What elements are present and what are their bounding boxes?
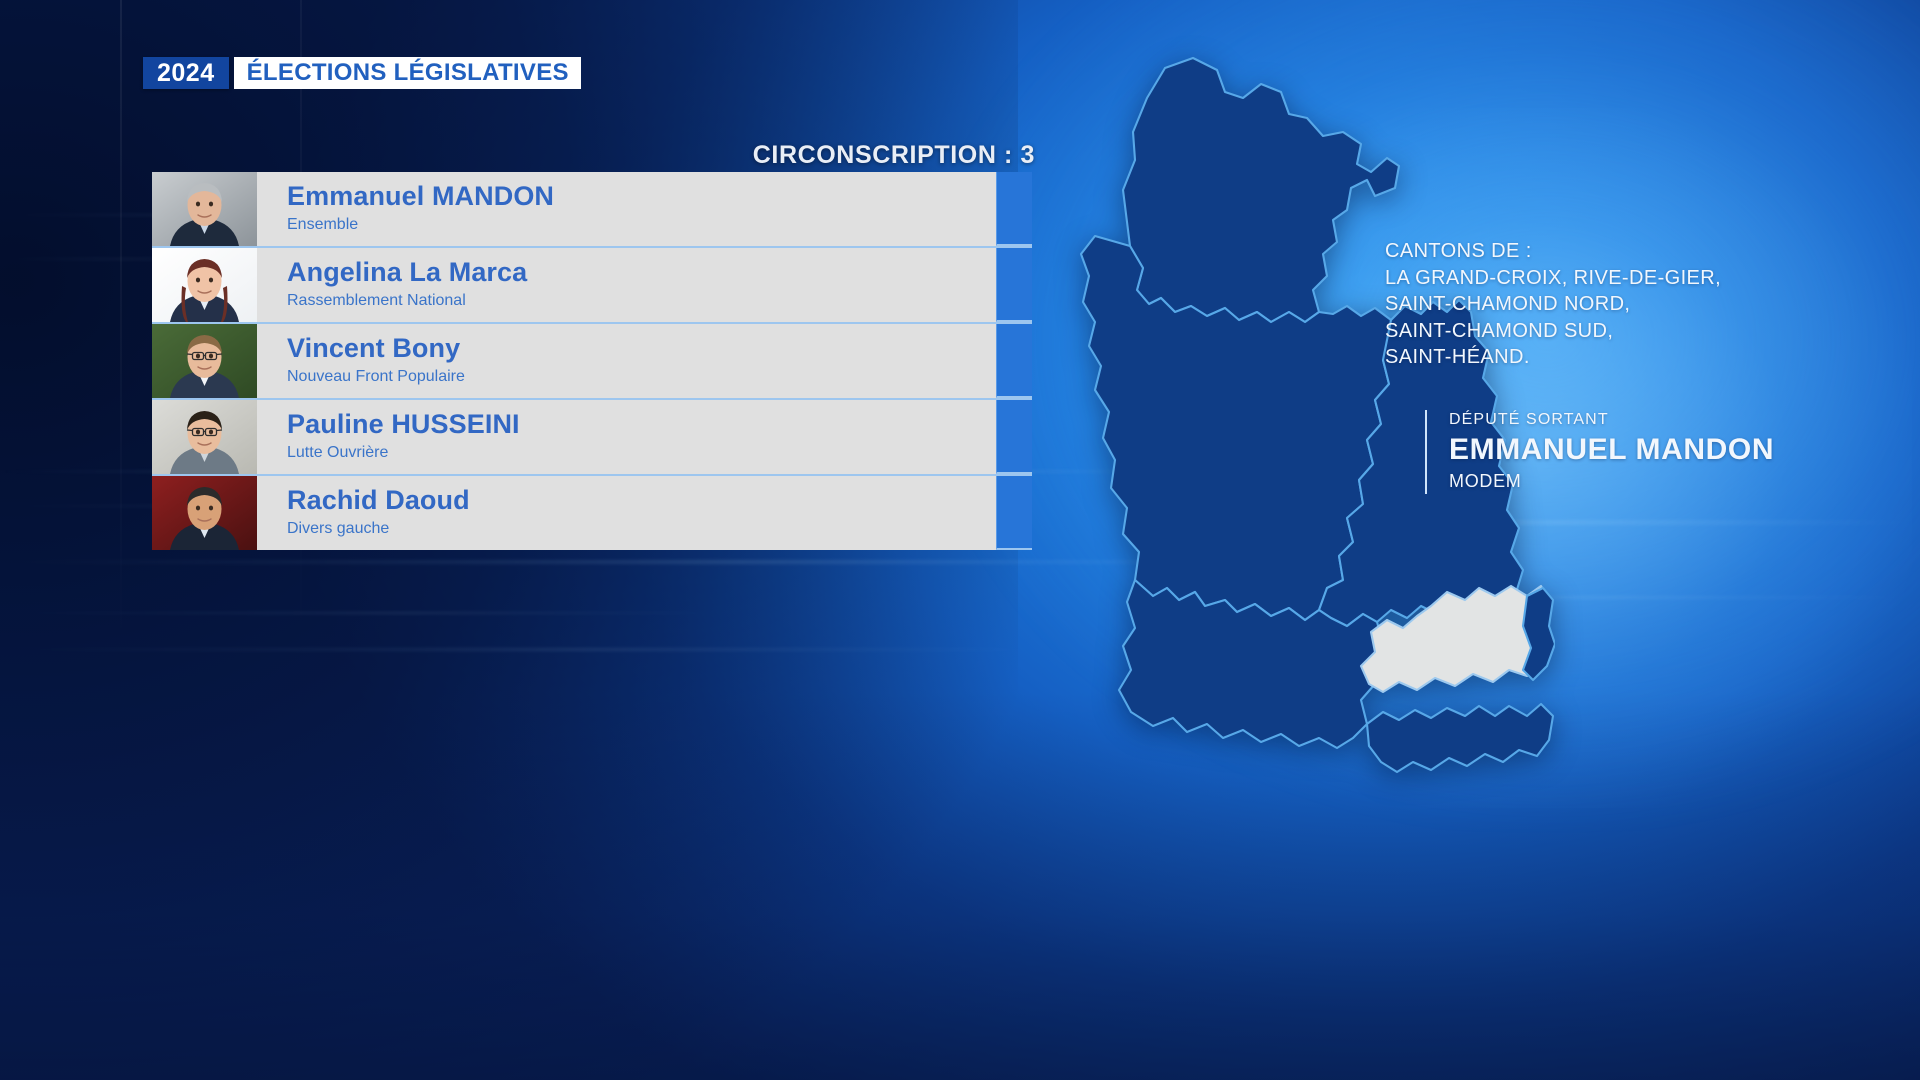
candidate-row-accent bbox=[996, 172, 1032, 246]
candidate-party: Rassemblement National bbox=[287, 292, 466, 310]
candidate-info: Pauline HUSSEINI Lutte Ouvrière bbox=[257, 400, 1032, 474]
map-district-east-tail bbox=[1521, 586, 1555, 682]
candidate-row[interactable]: Vincent Bony Nouveau Front Populaire bbox=[152, 324, 1032, 400]
candidate-photo bbox=[152, 476, 257, 550]
candidate-name: Emmanuel MANDON bbox=[287, 181, 555, 212]
candidate-row-accent bbox=[996, 476, 1032, 550]
candidate-party: Lutte Ouvrière bbox=[287, 444, 389, 462]
candidate-rows: Emmanuel MANDON Ensemble Angelina La Mar… bbox=[152, 172, 1032, 550]
background-light-streak bbox=[1113, 520, 1920, 525]
candidate-row[interactable]: Angelina La Marca Rassemblement National bbox=[152, 248, 1032, 324]
cantons-line: SAINT-HÉAND. bbox=[1385, 346, 1530, 369]
candidate-party: Divers gauche bbox=[287, 520, 390, 538]
candidate-info: Rachid Daoud Divers gauche bbox=[257, 476, 1032, 550]
candidate-row-accent bbox=[996, 248, 1032, 322]
outgoing-deputy-name: EMMANUEL MANDON bbox=[1449, 432, 1775, 466]
background-light-streak bbox=[1190, 596, 1920, 599]
candidate-info: Angelina La Marca Rassemblement National bbox=[257, 248, 1032, 322]
background-light-streak bbox=[0, 612, 730, 614]
candidate-list-panel: Emmanuel MANDON Ensemble Angelina La Mar… bbox=[152, 172, 1032, 550]
cantons-line: LA GRAND-CROIX, RIVE-DE-GIER, bbox=[1385, 266, 1722, 289]
candidate-row-accent bbox=[996, 400, 1032, 474]
background-light-streak bbox=[0, 258, 231, 260]
loire-department-map[interactable] bbox=[1075, 40, 1555, 780]
candidate-name: Pauline HUSSEINI bbox=[287, 409, 520, 440]
candidate-photo bbox=[152, 248, 257, 322]
candidate-row[interactable]: Emmanuel MANDON Ensemble bbox=[152, 172, 1032, 248]
cantons-line: SAINT-CHAMOND SUD, bbox=[1385, 319, 1614, 342]
background-vignette-bottom bbox=[0, 691, 1920, 1080]
map-highlighted-district-3 bbox=[1359, 584, 1555, 694]
candidate-row[interactable]: Rachid Daoud Divers gauche bbox=[152, 476, 1032, 550]
candidate-info: Emmanuel MANDON Ensemble bbox=[257, 172, 1032, 246]
candidate-photo bbox=[152, 400, 257, 474]
candidate-name: Angelina La Marca bbox=[287, 257, 528, 288]
candidate-party: Nouveau Front Populaire bbox=[287, 368, 465, 386]
map-district-south-east bbox=[1365, 702, 1555, 774]
outgoing-deputy-block: DÉPUTÉ SORTANT EMMANUEL MANDON MODEM bbox=[1425, 410, 1775, 495]
outgoing-deputy-party: MODEM bbox=[1449, 471, 1522, 492]
candidate-photo bbox=[152, 324, 257, 398]
page-title: ÉLECTIONS LÉGISLATIVES bbox=[233, 57, 581, 89]
map-district-north bbox=[1121, 56, 1401, 324]
outgoing-deputy-label: DÉPUTÉ SORTANT bbox=[1449, 411, 1609, 428]
candidate-party: Ensemble bbox=[287, 216, 359, 234]
cantons-heading: CANTONS DE : bbox=[1385, 240, 1532, 262]
candidate-row[interactable]: Pauline HUSSEINI Lutte Ouvrière bbox=[152, 400, 1032, 476]
candidate-row-accent bbox=[996, 324, 1032, 398]
election-year-badge: 2024 bbox=[143, 57, 229, 89]
cantons-line: SAINT-CHAMOND NORD, bbox=[1385, 293, 1631, 316]
candidate-photo bbox=[152, 172, 257, 246]
candidate-name: Vincent Bony bbox=[287, 333, 461, 364]
background-vertical-stripe bbox=[120, 0, 122, 1080]
cantons-block: CANTONS DE : LA GRAND-CROIX, RIVE-DE-GIE… bbox=[1385, 238, 1721, 371]
background-light-streak bbox=[0, 648, 1056, 651]
candidate-info: Vincent Bony Nouveau Front Populaire bbox=[257, 324, 1032, 398]
header-banner: 2024 ÉLECTIONS LÉGISLATIVES bbox=[143, 57, 581, 89]
circonscription-label: CIRCONSCRIPTION : 3 bbox=[752, 141, 1035, 169]
background-light-streak bbox=[0, 560, 1344, 564]
candidate-name: Rachid Daoud bbox=[287, 485, 470, 516]
